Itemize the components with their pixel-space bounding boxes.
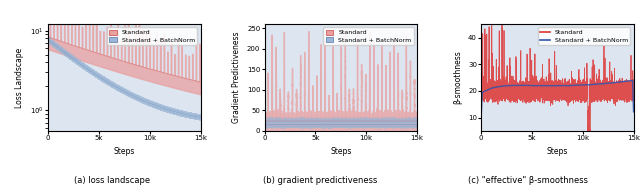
- Y-axis label: Loss Landscape: Loss Landscape: [15, 47, 24, 108]
- Text: (c) "effective" β-smoothness: (c) "effective" β-smoothness: [468, 176, 588, 185]
- Y-axis label: β-smoothness: β-smoothness: [453, 51, 462, 105]
- Text: (b) gradient predictiveness: (b) gradient predictiveness: [263, 176, 377, 185]
- X-axis label: Steps: Steps: [330, 147, 351, 156]
- X-axis label: Steps: Steps: [113, 147, 135, 156]
- Legend: Standard, Standard + BatchNorm: Standard, Standard + BatchNorm: [323, 27, 414, 45]
- Y-axis label: Gradient Predictiveness: Gradient Predictiveness: [232, 32, 241, 123]
- Legend: Standard, Standard + BatchNorm: Standard, Standard + BatchNorm: [107, 27, 197, 45]
- Text: (a) loss landscape: (a) loss landscape: [74, 176, 150, 185]
- X-axis label: Steps: Steps: [547, 147, 568, 156]
- Legend: Standard, Standard + BatchNorm: Standard, Standard + BatchNorm: [538, 27, 630, 45]
